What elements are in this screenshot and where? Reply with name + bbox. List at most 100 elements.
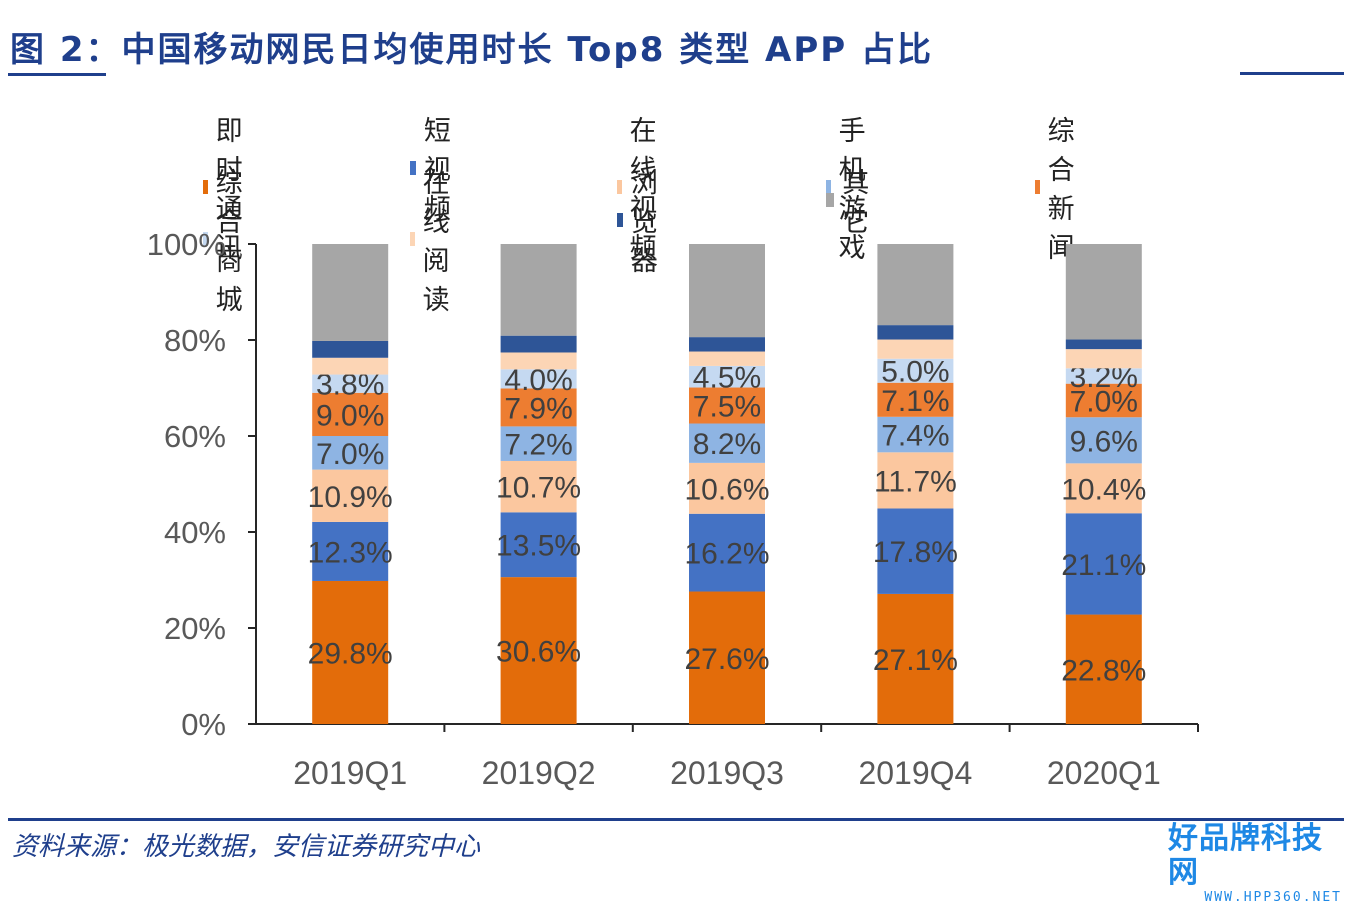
legend-label: 综合商城 bbox=[215, 168, 246, 316]
watermark-url: WWW.HPP360.NET bbox=[1204, 890, 1342, 905]
data-label: 30.6% bbox=[496, 636, 581, 669]
data-label: 13.5% bbox=[496, 530, 581, 563]
bar-segment-8 bbox=[689, 337, 765, 352]
data-label: 4.0% bbox=[504, 364, 572, 397]
legend-label: 浏览器 bbox=[630, 168, 661, 277]
data-label: 12.3% bbox=[308, 536, 393, 569]
bar-segment-3 bbox=[1065, 463, 1142, 514]
data-label: 7.0% bbox=[316, 438, 384, 471]
bar-segment-1 bbox=[689, 591, 765, 724]
watermark-text: 好品牌科技网 bbox=[1168, 821, 1323, 890]
bar-segment-1 bbox=[312, 580, 389, 724]
y-tick-label: 0% bbox=[181, 707, 226, 742]
data-label: 22.8% bbox=[1061, 654, 1146, 687]
bar-segment-9 bbox=[689, 244, 765, 338]
bar-segment-4 bbox=[877, 416, 954, 453]
data-label: 7.9% bbox=[504, 392, 572, 425]
legend-swatch bbox=[203, 180, 208, 194]
legend-label: 在线阅读 bbox=[422, 168, 453, 316]
legend-swatch bbox=[1035, 180, 1040, 194]
bar-segment-5 bbox=[1065, 383, 1142, 418]
legend-item: 在线阅读 bbox=[410, 161, 462, 317]
legend-item: 在线视频 bbox=[617, 109, 669, 265]
bar-segment-6 bbox=[500, 369, 577, 389]
bar-segment-8 bbox=[500, 335, 577, 353]
legend-swatch bbox=[826, 193, 835, 207]
bar-segment-2 bbox=[1065, 513, 1142, 615]
bar-segment-5 bbox=[500, 388, 577, 427]
bar-segment-8 bbox=[877, 325, 954, 340]
legend-label: 其它 bbox=[842, 168, 873, 238]
data-label: 7.5% bbox=[693, 391, 761, 424]
bar-segment-9 bbox=[500, 244, 577, 336]
bar-segment-1 bbox=[1065, 614, 1142, 724]
bar-segment-6 bbox=[877, 358, 954, 383]
bar-segment-8 bbox=[312, 340, 389, 358]
watermark-logo: 好品牌科技网 WWW.HPP360.NET bbox=[1168, 822, 1348, 905]
data-label: 7.4% bbox=[881, 420, 949, 453]
bar-segment-1 bbox=[500, 577, 577, 724]
source-note: 资料来源：极光数据，安信证券研究中心 bbox=[12, 832, 481, 862]
data-label: 9.6% bbox=[1070, 425, 1138, 458]
data-label: 27.1% bbox=[873, 644, 958, 677]
data-label: 29.8% bbox=[308, 637, 393, 670]
data-label: 21.1% bbox=[1061, 549, 1146, 582]
legend-item: 即时通讯 bbox=[203, 109, 255, 265]
data-label: 27.6% bbox=[684, 643, 769, 676]
y-tick-label: 100% bbox=[147, 227, 226, 262]
legend-item: 综合商城 bbox=[203, 161, 255, 317]
legend-item: 短视频 bbox=[410, 109, 462, 226]
y-tick-label: 60% bbox=[164, 419, 226, 454]
source-rule bbox=[8, 818, 1344, 821]
data-label: 7.2% bbox=[504, 429, 572, 462]
bar-segment-7 bbox=[500, 352, 577, 370]
data-label: 7.0% bbox=[1070, 385, 1138, 418]
bar-segment-8 bbox=[1065, 339, 1142, 350]
y-tick-label: 20% bbox=[164, 611, 226, 646]
stacked-bar-chart: 0% 20% 40% 60% 80% 100% 29.8% 12.3% 10.9% 7.0% 9.0… bbox=[147, 227, 1199, 791]
data-label: 10.9% bbox=[308, 481, 393, 514]
bar-segment-2 bbox=[877, 508, 954, 594]
x-category-label: 2020Q1 bbox=[1047, 755, 1161, 791]
bar-segment-2 bbox=[312, 521, 389, 581]
bar-segment-9 bbox=[312, 244, 389, 341]
bar-segment-5 bbox=[877, 382, 954, 417]
data-label: 11.7% bbox=[874, 465, 957, 498]
x-category-label: 2019Q1 bbox=[293, 755, 407, 791]
bar-segment-4 bbox=[500, 426, 577, 461]
bar-segment-3 bbox=[877, 452, 954, 509]
bar-segment-5 bbox=[689, 387, 765, 424]
bar-segment-4 bbox=[689, 423, 765, 463]
data-label: 9.0% bbox=[316, 399, 384, 432]
bar-segment-3 bbox=[500, 460, 577, 513]
data-label: 4.5% bbox=[693, 362, 761, 395]
bar-segment-7 bbox=[1065, 349, 1142, 369]
title-rule-left bbox=[8, 73, 106, 76]
title-rule-right bbox=[1240, 72, 1344, 75]
legend-swatch bbox=[203, 232, 208, 246]
y-tick-label: 40% bbox=[164, 515, 226, 550]
bar-segment-2 bbox=[689, 513, 765, 592]
bar-segment-3 bbox=[689, 462, 765, 514]
bar-segment-7 bbox=[312, 357, 389, 375]
data-label: 17.8% bbox=[873, 536, 958, 569]
bar-segment-9 bbox=[1065, 244, 1142, 340]
bar-segment-6 bbox=[312, 374, 389, 393]
legend-label: 即时通讯 bbox=[215, 116, 246, 264]
bar-segment-5 bbox=[312, 392, 389, 436]
legend-item: 手机游戏 bbox=[826, 109, 878, 265]
data-label: 10.4% bbox=[1061, 473, 1146, 506]
data-label: 8.2% bbox=[693, 428, 761, 461]
data-label: 7.1% bbox=[881, 385, 949, 418]
bar-segment-7 bbox=[877, 339, 954, 359]
figure-title: 图 2：中国移动网民日均使用时长 Top8 类型 APP 占比 bbox=[10, 30, 934, 70]
legend-swatch bbox=[617, 212, 623, 227]
legend-label: 在线视频 bbox=[629, 116, 660, 264]
data-label: 10.7% bbox=[496, 472, 581, 505]
x-category-label: 2019Q2 bbox=[482, 755, 596, 791]
y-tick-label: 80% bbox=[164, 323, 226, 358]
bar-segment-2 bbox=[500, 512, 577, 578]
data-label: 10.6% bbox=[684, 473, 769, 506]
x-category-label: 2019Q4 bbox=[858, 755, 972, 791]
legend-swatch bbox=[617, 180, 622, 194]
